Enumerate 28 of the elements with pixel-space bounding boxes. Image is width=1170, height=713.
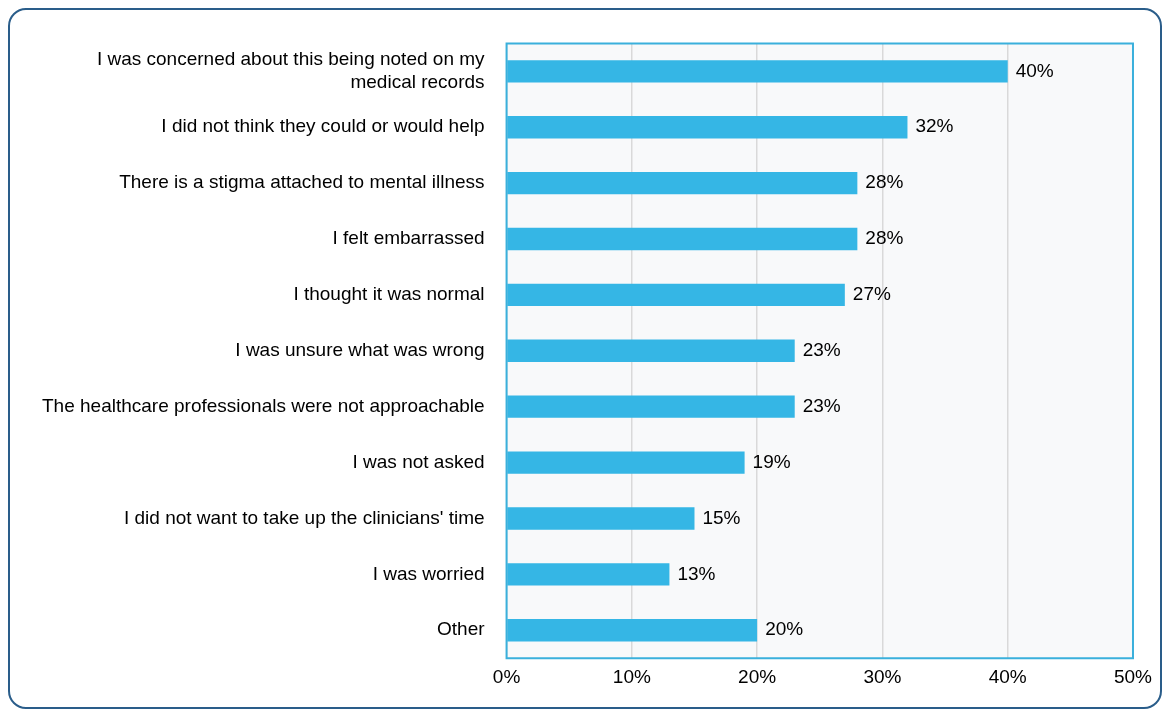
y-tick-label: I was not asked <box>352 450 485 472</box>
x-tick-label: 50% <box>1113 665 1153 687</box>
x-tick-label: 20% <box>738 665 777 687</box>
y-tick-label: I did not want to take up the clinicians' time <box>123 506 485 528</box>
y-tick-label: I was unsure what was wrong <box>235 339 485 361</box>
data-label: 27% <box>852 283 891 305</box>
y-tick-label: Other <box>437 618 486 640</box>
data-label: 28% <box>865 227 904 249</box>
y-tick-label: I did not think they could or would help <box>161 115 485 137</box>
data-label: 28% <box>865 171 904 193</box>
data-label: 23% <box>802 339 841 361</box>
x-tick-label: 10% <box>612 665 651 687</box>
data-label: 15% <box>702 506 741 528</box>
y-tick-label: I was concerned about this being noted on my medical records <box>96 48 486 92</box>
y-tick-label: I felt embarrassed <box>332 227 485 249</box>
x-tick-label: 0% <box>492 665 521 687</box>
data-label: 20% <box>765 618 804 640</box>
x-tick-label: 30% <box>863 665 902 687</box>
y-tick-label: The healthcare professionals were not approachable <box>41 394 485 416</box>
data-label: 19% <box>752 450 791 472</box>
data-label: 23% <box>802 394 841 416</box>
data-label: 40% <box>1015 59 1054 81</box>
y-tick-label: There is a stigma attached to mental illness <box>119 171 485 193</box>
y-tick-label: I thought it was normal <box>293 283 485 305</box>
data-label: 32% <box>915 115 954 137</box>
x-tick-label: 40% <box>988 665 1027 687</box>
data-label: 13% <box>677 562 716 584</box>
y-tick-label: I was worried <box>372 562 485 584</box>
